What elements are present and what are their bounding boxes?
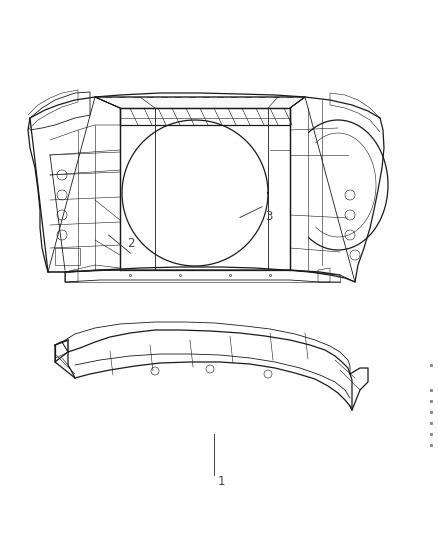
Text: 2: 2 <box>127 237 134 250</box>
Polygon shape <box>95 97 305 108</box>
Text: 3: 3 <box>265 210 272 223</box>
Text: 1: 1 <box>218 475 225 488</box>
